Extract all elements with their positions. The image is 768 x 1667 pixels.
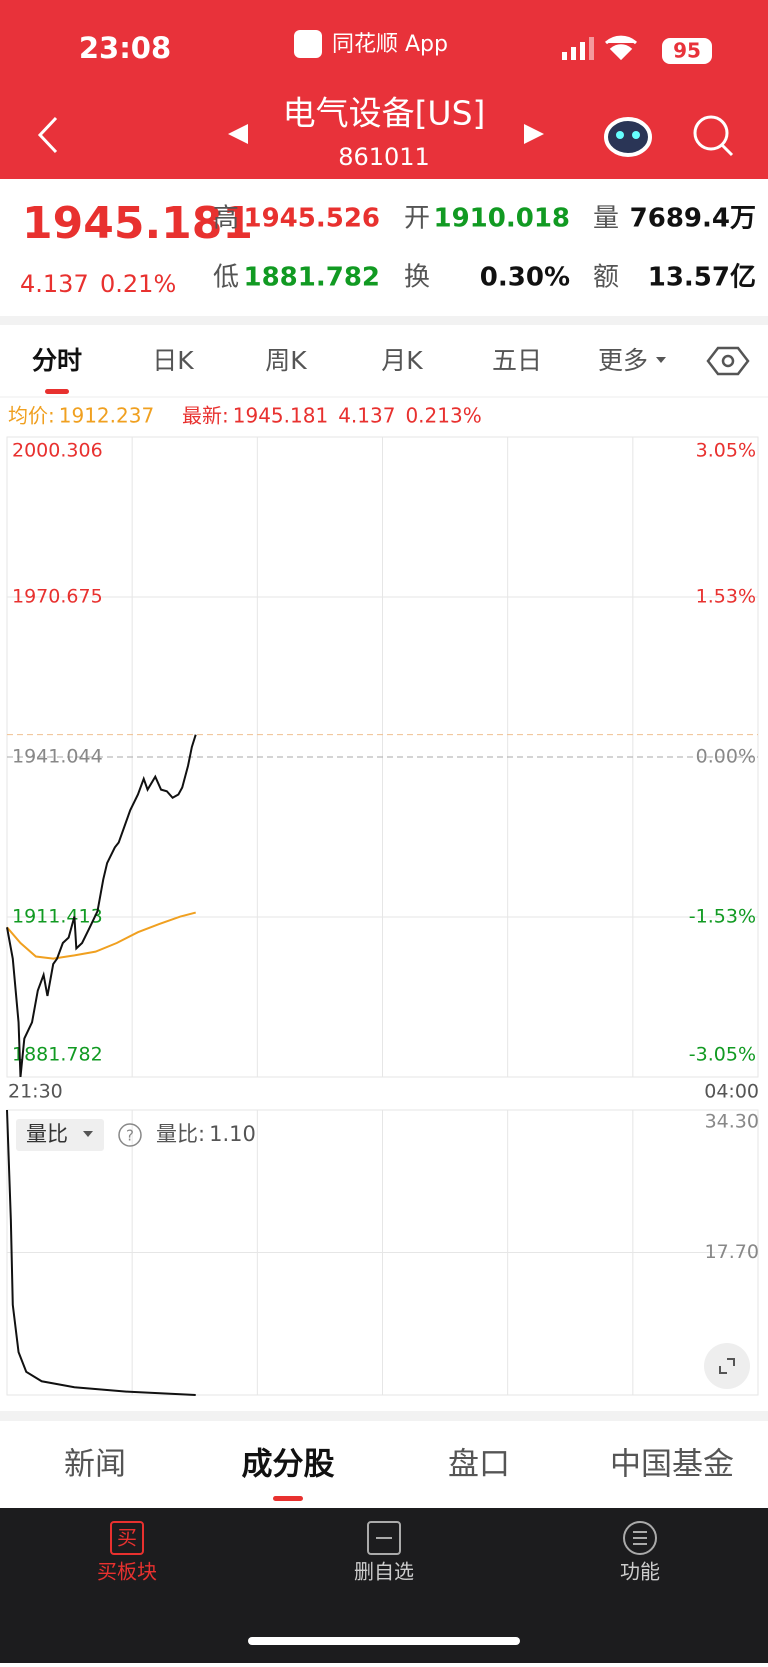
tab[interactable]: 周K	[265, 346, 307, 375]
assistant-button[interactable]	[604, 117, 652, 157]
tab[interactable]: 分时	[32, 346, 82, 375]
toolbar-icon	[110, 1521, 144, 1555]
toolbar-icon-text: 买	[117, 1526, 137, 1550]
tab[interactable]: 五日	[492, 346, 542, 375]
price-change-pct: 0.21%	[100, 270, 176, 298]
field-value: 7689.4万	[630, 204, 756, 234]
tab[interactable]: 更多	[598, 346, 648, 375]
current-label: 量比:	[156, 1122, 205, 1146]
tab[interactable]: 月K	[381, 346, 423, 375]
y-tick-label: 2000.306	[12, 440, 103, 462]
back-button[interactable]	[37, 116, 58, 154]
field-value: 1945.526	[243, 204, 380, 234]
selector[interactable]: 量比	[26, 1122, 68, 1146]
dropdown-arrow	[656, 357, 666, 363]
app-name: 同花顺 App	[332, 32, 448, 57]
toolbar-label[interactable]: 删自选	[354, 1560, 414, 1584]
bottom-tab[interactable]: 新闻	[64, 1447, 126, 1483]
y-pct-label: 1.53%	[696, 586, 756, 608]
y-pct-label: 0.00%	[696, 746, 756, 768]
bottom-tab[interactable]: 中国基金	[610, 1447, 734, 1483]
time: 23:08	[79, 31, 171, 65]
next-button[interactable]	[524, 124, 544, 144]
help-icon[interactable]	[118, 1123, 142, 1147]
bottom-tab[interactable]: 成分股	[242, 1447, 335, 1483]
separator	[0, 1411, 768, 1421]
home-indicator	[248, 1637, 520, 1645]
signal	[562, 37, 594, 60]
info-change-pct: 0.213%	[405, 404, 481, 428]
field-label: 低	[213, 263, 239, 293]
field-value: 13.57亿	[648, 263, 756, 293]
avg-line	[6, 911, 196, 960]
fullscreen-icon	[719, 1358, 735, 1374]
field-value: 1910.018	[433, 204, 570, 234]
help-mark: ?	[126, 1127, 134, 1145]
header-code: 861011	[338, 143, 430, 171]
prev-button[interactable]	[228, 124, 248, 144]
y-pct-label: -1.53%	[689, 906, 756, 928]
info-avg-label: 均价:	[8, 404, 55, 428]
header-title: 电气设备[US]	[283, 94, 486, 133]
wifi	[604, 35, 638, 61]
y-pct-label: -3.05%	[689, 1044, 756, 1066]
y-tick-label: 17.70	[705, 1241, 759, 1263]
toolbar-icon	[623, 1521, 657, 1555]
field-label: 额	[593, 263, 619, 293]
dropdown-arrow	[83, 1131, 93, 1137]
search-button[interactable]	[693, 115, 734, 157]
fullscreen-button[interactable]	[704, 1343, 750, 1389]
field-label: 开	[404, 204, 430, 234]
x-tick-label: 04:00	[704, 1081, 759, 1103]
x-tick-label: 21:30	[8, 1081, 63, 1103]
current-value: 1.10	[209, 1122, 256, 1146]
info-last-label: 最新:	[182, 404, 229, 428]
separator	[0, 316, 768, 325]
selector-bg[interactable]	[16, 1119, 104, 1151]
field-label: 换	[404, 263, 430, 293]
app-icon	[294, 30, 322, 58]
battery-level: 95	[673, 39, 701, 63]
toolbar-label[interactable]: 功能	[620, 1560, 660, 1584]
y-tick-label: 1941.044	[12, 746, 103, 768]
tab-indicator	[45, 389, 69, 394]
y-pct-label: 3.05%	[696, 440, 756, 462]
field-value: 1881.782	[243, 263, 380, 293]
field-value: 0.30%	[480, 263, 570, 293]
info-last: 1945.181	[233, 404, 328, 428]
tab[interactable]: 日K	[152, 346, 194, 375]
y-tick-label: 1970.675	[12, 586, 103, 608]
tab-indicator	[273, 1496, 303, 1501]
info-change: 4.137	[338, 404, 395, 428]
field-label: 量	[593, 204, 619, 234]
toolbar-icon	[367, 1521, 401, 1555]
toolbar-label[interactable]: 买板块	[97, 1560, 157, 1584]
bottom-tab[interactable]: 盘口	[448, 1447, 510, 1483]
battery	[662, 38, 712, 64]
volume-ratio-line	[6, 1109, 196, 1396]
y-tick-label: 34.30	[705, 1111, 759, 1133]
field-label: 高	[213, 204, 239, 234]
price-line	[6, 734, 197, 1077]
settings-button[interactable]	[706, 346, 750, 376]
toolbar-icon	[633, 1531, 647, 1545]
last-price: 1945.181	[22, 198, 253, 249]
y-tick-label: 1881.782	[12, 1044, 103, 1066]
info-avg: 1912.237	[59, 404, 154, 428]
price-change: 4.137	[20, 270, 89, 298]
y-tick-label: 1911.413	[12, 906, 103, 928]
